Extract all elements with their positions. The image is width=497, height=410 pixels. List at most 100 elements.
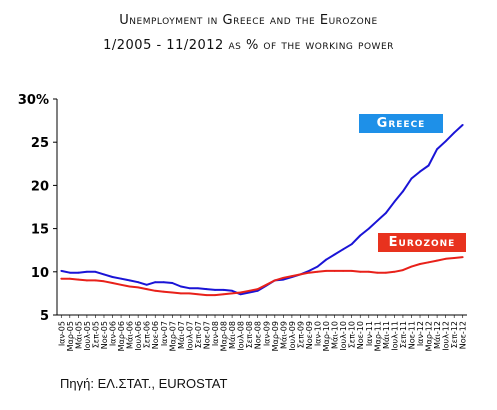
x-tick-label: Μαρ-05	[66, 321, 75, 351]
data-point-greece	[179, 285, 182, 288]
x-tick-label: Σεπ-07	[194, 321, 203, 348]
data-point-greece	[444, 140, 447, 143]
data-point-eurozone	[384, 271, 387, 274]
x-tick-label: Μάι-06	[126, 321, 135, 349]
data-point-greece	[282, 278, 285, 281]
x-tick-label: Ιουλ-07	[185, 321, 194, 351]
x-tick-label: Ιαν-12	[416, 321, 425, 346]
data-point-eurozone	[333, 270, 336, 272]
x-tick-label: Μαρ-12	[425, 321, 434, 351]
x-tick-label: Σεπ-08	[245, 321, 254, 348]
data-point-greece	[222, 289, 225, 291]
x-tick-label: Ιαν-05	[57, 321, 66, 346]
data-point-greece	[137, 281, 140, 284]
x-tick-label: Σεπ-11	[399, 321, 408, 348]
x-tick-label: Μαρ-11	[373, 321, 382, 351]
series-line-greece	[61, 124, 464, 296]
data-point-greece	[436, 148, 439, 151]
data-point-eurozone	[367, 270, 370, 273]
x-tick-label: Ιαν-11	[365, 321, 374, 346]
x-tick-label: Μαρ-07	[168, 321, 177, 351]
x-tick-label: Νοε-05	[100, 321, 109, 349]
data-point-greece	[410, 177, 413, 180]
data-point-eurozone	[103, 280, 105, 283]
data-point-greece	[248, 291, 251, 294]
data-point-greece	[427, 164, 430, 167]
data-point-eurozone	[419, 263, 421, 265]
x-tick-label: Ιαν-08	[211, 321, 220, 346]
x-tick-label: Σεπ-10	[348, 321, 357, 348]
x-tick-label: Ιουλ-06	[134, 321, 143, 351]
x-tick-label: Νοε-06	[151, 321, 160, 349]
data-point-eurozone	[265, 283, 268, 286]
chart-subtitle: 1/2005 - 11/2012 as % of the working pow…	[103, 38, 394, 53]
data-point-greece	[308, 270, 310, 272]
data-point-eurozone	[239, 291, 242, 294]
data-point-eurozone	[325, 270, 327, 272]
data-point-eurozone	[273, 279, 276, 282]
data-point-eurozone	[342, 270, 345, 272]
data-point-greece	[162, 281, 165, 284]
y-tick-label: 25	[31, 136, 49, 151]
x-tick-label: Ιουλ-08	[237, 321, 246, 351]
data-point-eurozone	[359, 270, 362, 273]
data-point-eurozone	[137, 286, 140, 289]
data-point-eurozone	[120, 283, 122, 286]
data-point-greece	[68, 271, 71, 274]
data-point-eurozone	[410, 265, 413, 268]
data-point-eurozone	[60, 277, 63, 280]
x-tick-label: Σεπ-05	[91, 321, 100, 348]
data-point-eurozone	[402, 269, 404, 271]
x-tick-label: Ιουλ-05	[83, 321, 92, 351]
x-tick-label: Μάι-11	[382, 321, 391, 349]
data-point-greece	[256, 289, 259, 292]
data-point-eurozone	[299, 273, 302, 276]
x-tick-label: Μαρ-10	[322, 321, 331, 351]
y-tick-label: 5	[40, 309, 49, 324]
data-point-greece	[60, 270, 63, 272]
data-point-greece	[316, 265, 319, 268]
data-point-eurozone	[94, 279, 97, 282]
data-point-greece	[239, 293, 242, 296]
data-point-eurozone	[436, 259, 439, 262]
data-point-greece	[120, 277, 122, 280]
x-tick-label: Μάι-10	[331, 321, 340, 349]
x-tick-label: Μαρ-08	[220, 321, 229, 351]
data-point-greece	[333, 253, 336, 256]
data-point-greece	[214, 289, 216, 291]
data-point-greece	[171, 282, 174, 284]
x-tick-label: Μαρ-09	[271, 321, 280, 351]
x-tick-label: Ιουλ-11	[390, 321, 399, 351]
data-point-eurozone	[256, 288, 259, 290]
x-axis-ticks: Ιαν-05 Μαρ-05 Μάι-05 Ιουλ-05 Σεπ-05 Νοε-05 Ιαν…	[57, 315, 468, 351]
x-tick-label: Νοε-08	[254, 321, 263, 349]
data-point-greece	[145, 283, 148, 286]
data-point-greece	[77, 271, 80, 274]
data-point-greece	[154, 281, 157, 284]
series-line-eurozone	[61, 256, 463, 297]
x-tick-label: Ιαν-09	[262, 321, 271, 346]
x-tick-label: Νοε-11	[407, 321, 416, 349]
data-point-eurozone	[308, 271, 310, 274]
data-point-greece	[393, 200, 396, 203]
data-point-greece	[342, 248, 345, 251]
data-point-greece	[94, 270, 97, 273]
data-point-greece	[111, 276, 114, 278]
data-point-greece	[128, 279, 131, 282]
data-point-greece	[359, 234, 362, 237]
data-point-eurozone	[350, 270, 353, 272]
data-point-eurozone	[214, 294, 216, 297]
x-tick-label: Ιουλ-09	[288, 321, 297, 351]
x-tick-label: Σεπ-09	[296, 321, 305, 348]
data-point-greece	[231, 289, 234, 292]
y-tick-label: 20	[31, 179, 49, 194]
x-tick-label: Σεπ-12	[450, 321, 459, 348]
data-point-eurozone	[248, 289, 251, 292]
data-point-greece	[461, 124, 464, 126]
data-point-greece	[419, 170, 421, 173]
data-point-eurozone	[145, 288, 148, 290]
x-tick-label: Μάι-05	[74, 321, 83, 349]
data-point-greece	[325, 258, 327, 261]
data-point-greece	[205, 288, 208, 290]
